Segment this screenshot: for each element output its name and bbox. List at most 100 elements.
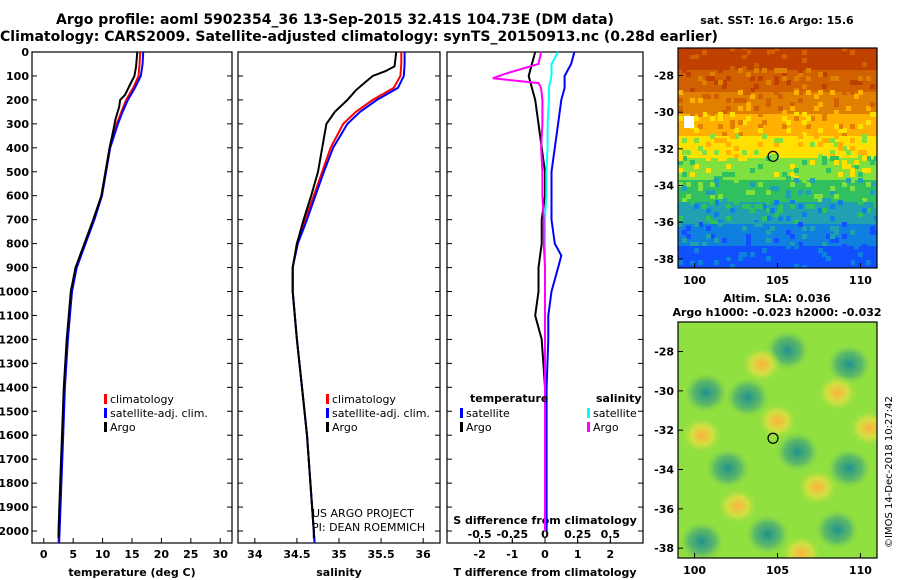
sst-pixel: [778, 260, 783, 265]
sst-pixel: [734, 62, 739, 67]
legend-swatch: [326, 422, 329, 432]
sst-pixel: [850, 256, 855, 261]
sst-pixel: [802, 58, 807, 63]
figure-title-line1: Argo profile: aoml 5902354_36 13-Sep-201…: [56, 12, 614, 28]
sst-pixel: [754, 84, 759, 89]
sst-pixel: [738, 156, 743, 161]
sst-pixel: [718, 124, 723, 129]
sst-pixel: [690, 98, 695, 103]
sst-pixel: [850, 124, 855, 129]
sst-pixel: [834, 238, 839, 243]
sst-pixel: [830, 238, 835, 243]
sst-pixel: [754, 150, 759, 155]
series-line: [492, 51, 546, 531]
sst-pixel: [818, 198, 823, 203]
sst-pixel: [794, 168, 799, 173]
sla-low: [679, 521, 724, 558]
sst-pixel: [706, 76, 711, 81]
sst-pixel: [870, 112, 875, 117]
y-tick-label: 0: [21, 46, 29, 59]
sst-band: [678, 114, 877, 137]
sst-pixel: [858, 172, 863, 177]
sst-pixel: [738, 260, 743, 265]
sst-pixel: [822, 48, 827, 51]
sst-pixel: [742, 48, 747, 51]
sst-pixel: [682, 230, 687, 235]
x-tick-label: -2: [474, 548, 486, 561]
sst-pixel: [722, 138, 727, 143]
sla-high: [817, 374, 858, 411]
sst-pixel: [822, 160, 827, 165]
sst-pixel: [714, 220, 719, 225]
sst-pixel: [846, 106, 851, 111]
sst-pixel: [710, 182, 715, 187]
legend-swatch: [587, 422, 590, 432]
sst-pixel: [682, 58, 687, 63]
sst-pixel: [774, 48, 779, 51]
temperature-panel: 0 5 10 15 20 25 300100200300400500600700800900…: [0, 46, 233, 579]
y-tick-label: -38: [654, 542, 674, 555]
sst-pixel: [682, 54, 687, 59]
sst-pixel: [746, 242, 751, 247]
sst-pixel: [686, 226, 691, 231]
sst-pixel: [802, 132, 807, 137]
sst-pixel: [810, 248, 815, 253]
sst-pixel: [798, 204, 803, 209]
sst-pixel: [786, 120, 791, 125]
y-tick-label: 1400: [0, 381, 29, 394]
sst-pixel: [858, 76, 863, 81]
sst-pixel: [826, 54, 831, 59]
sst-pixel: [726, 150, 731, 155]
sst-pixel: [790, 204, 795, 209]
sst-pixel: [794, 244, 799, 249]
x-axis-label: T difference from climatology: [453, 566, 636, 579]
legend-swatch: [587, 408, 590, 418]
sst-pixel: [802, 160, 807, 165]
sst-pixel: [690, 256, 695, 261]
sst-pixel: [734, 248, 739, 253]
sst-pixel: [758, 128, 763, 133]
sla-high: [797, 469, 838, 506]
sst-pixel: [682, 198, 687, 203]
sst-pixel: [714, 238, 719, 243]
sst-pixel: [738, 252, 743, 257]
sst-pixel: [842, 48, 847, 51]
sst-pixel: [810, 116, 815, 121]
x-tick-label: 30: [213, 548, 229, 561]
sst-pixel: [722, 198, 727, 203]
sst-pixel: [746, 204, 751, 209]
sst-pixel: [866, 260, 871, 265]
sst-pixel: [818, 128, 823, 133]
sst-pixel: [710, 200, 715, 205]
sst-pixel: [842, 244, 847, 249]
sst-pixel: [766, 230, 771, 235]
sst-pixel: [858, 200, 863, 205]
sst-band: [678, 246, 877, 268]
x-tick-label: 36: [416, 548, 432, 561]
sst-pixel: [830, 138, 835, 143]
sst-pixel: [706, 208, 711, 213]
sst-pixel: [874, 112, 877, 117]
x-tick-label: 35.5: [368, 548, 395, 561]
top-tick-label: 0.25: [564, 528, 591, 541]
sst-pixel: [790, 172, 795, 177]
sst-pixel: [678, 90, 683, 95]
sst-pixel: [726, 216, 731, 221]
sst-pixel: [818, 90, 823, 95]
sst-pixel: [870, 160, 875, 165]
sst-pixel: [750, 182, 755, 187]
y-tick-label: -36: [654, 216, 674, 229]
sst-pixel: [830, 190, 835, 195]
sst-pixel: [758, 76, 763, 81]
sst-pixel: [714, 200, 719, 205]
legend-label: satellite-adj. clim.: [110, 407, 208, 420]
sst-pixel: [722, 172, 727, 177]
sst-pixel: [834, 194, 839, 199]
plot-frame: [31, 51, 233, 544]
sst-pixel: [834, 230, 839, 235]
sst-pixel: [790, 234, 795, 239]
sst-pixel: [874, 200, 877, 205]
x-tick-label: 34: [247, 548, 263, 561]
